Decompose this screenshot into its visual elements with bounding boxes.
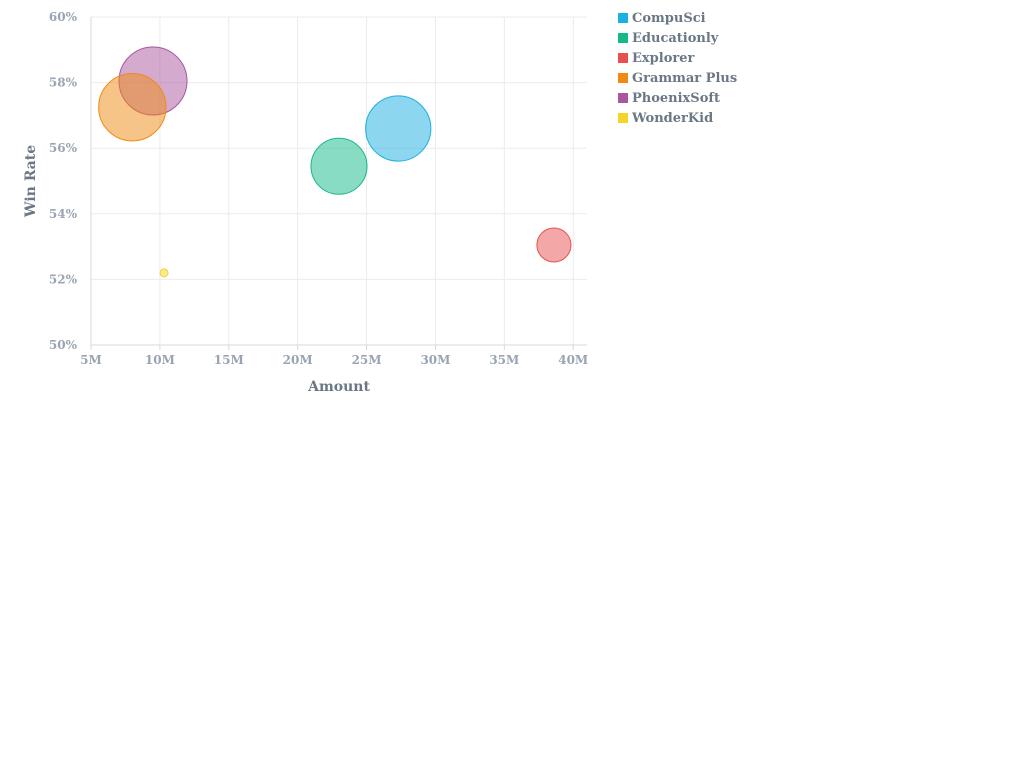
axis-labels: Amount Win Rate [23,145,370,395]
x-tick-label: 10M [145,353,175,367]
legend-swatch [618,33,628,43]
axes: 50% 52% 54% 56% 58% 60% 5M 10M 15M 20M 25M 30M 35M 40… [49,10,588,367]
x-tick-label: 15M [214,353,244,367]
legend-item-wonderkid[interactable]: WonderKid [618,111,713,126]
legend-label: WonderKid [631,111,713,126]
legend-label: CompuSci [632,11,706,26]
bubbles [98,46,572,278]
legend-label: Educationly [632,31,719,46]
x-tick-label: 20M [283,353,313,367]
legend-swatch [618,53,628,63]
bubble-grammar-plus[interactable] [98,73,167,142]
legend-item-phoenixsoft[interactable]: PhoenixSoft [618,91,720,106]
y-tick-label: 50% [49,338,78,352]
legend-swatch [618,113,628,123]
bubble-explorer[interactable] [536,227,572,263]
legend-swatch [618,73,628,83]
legend-item-compusci[interactable]: CompuSci [618,11,706,26]
y-tick-label: 58% [49,76,78,90]
bubble-compusci[interactable] [365,95,432,162]
legend-label: Grammar Plus [632,71,737,86]
y-tick-label: 52% [49,272,78,286]
legend-swatch [618,13,628,23]
legend-swatch [618,93,628,103]
grid [90,16,587,346]
legend-label: PhoenixSoft [632,91,720,106]
x-axis-title: Amount [307,379,370,395]
y-tick-label: 60% [49,10,78,24]
x-tick-label: 25M [352,353,382,367]
bubble-educationly[interactable] [310,137,368,195]
x-tick-label: 30M [420,353,450,367]
legend-item-educationly[interactable]: Educationly [618,31,719,46]
x-tick-label: 5M [80,353,102,367]
legend: CompuSci Educationly Explorer Grammar Plus P… [618,11,737,126]
y-axis-title: Win Rate [23,145,39,218]
y-tick-label: 54% [49,207,78,221]
legend-item-grammar-plus[interactable]: Grammar Plus [618,71,737,86]
bubble-wonderkid[interactable] [159,268,169,278]
y-tick-label: 56% [49,141,78,155]
x-tick-label: 40M [558,353,588,367]
x-tick-label: 35M [489,353,519,367]
legend-item-explorer[interactable]: Explorer [618,51,694,66]
legend-label: Explorer [632,51,694,66]
